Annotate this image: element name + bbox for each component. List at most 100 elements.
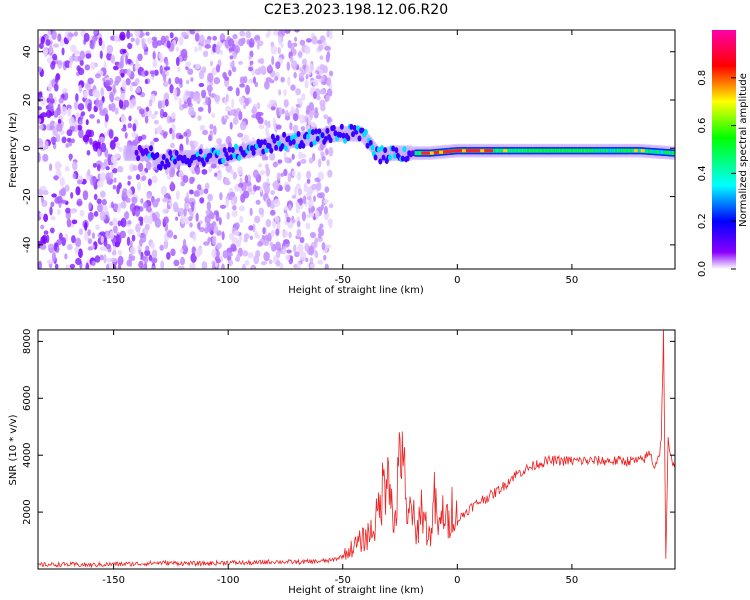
heatmap-cell — [251, 149, 256, 156]
heatmap-cell — [142, 201, 148, 209]
heatmap-cell — [51, 252, 56, 263]
heatmap-cell — [238, 96, 245, 104]
heatmap-cell — [113, 136, 119, 143]
heatmap-cell — [65, 264, 70, 269]
heatmap-cell — [258, 207, 265, 215]
heatmap-cell — [145, 106, 150, 112]
heatmap-cell — [64, 253, 68, 260]
heatmap-cell — [320, 228, 325, 237]
heatmap-cell — [84, 221, 88, 231]
heatmap-cell — [152, 39, 159, 49]
heatmap-cell — [252, 223, 256, 233]
heatmap-cell — [225, 115, 229, 120]
heatmap-cell — [105, 166, 110, 171]
heatmap-cell — [243, 233, 250, 240]
heatmap-cell — [84, 82, 90, 90]
heatmap-cell — [169, 32, 174, 39]
heatmap-cell — [60, 39, 64, 47]
x-tick-label: -50 — [335, 275, 351, 286]
heatmap-cell — [284, 116, 291, 121]
heatmap-cell — [219, 204, 227, 209]
heatmap-cell — [291, 219, 296, 224]
heatmap-cell — [175, 56, 180, 67]
heatmap-cell — [38, 106, 42, 111]
heatmap-cell — [325, 53, 330, 63]
heatmap-cell — [70, 192, 74, 199]
heatmap-cell — [194, 165, 198, 172]
heatmap-cell — [297, 243, 304, 254]
heatmap-cell — [277, 159, 283, 164]
heatmap-cell — [108, 129, 114, 139]
heatmap-cell — [234, 230, 240, 236]
heatmap-cell — [239, 215, 244, 224]
heatmap-cell — [120, 217, 127, 228]
heatmap-cell — [291, 153, 295, 160]
heatmap-cell — [127, 180, 131, 186]
heatmap-cell — [237, 155, 242, 162]
heatmap-cell — [76, 179, 83, 185]
heatmap-cell — [82, 190, 89, 201]
heatmap-cell — [190, 143, 195, 151]
heatmap-cell — [318, 44, 324, 52]
heatmap-cell — [231, 98, 235, 109]
colorbar-ticks: 0.0 0.2 0.4 0.6 0.8 — [697, 70, 736, 277]
heatmap-cell — [105, 79, 111, 87]
heatmap-cell — [155, 126, 163, 134]
heatmap-cell — [294, 186, 298, 197]
heatmap-cell — [268, 152, 276, 161]
heatmap-cell — [265, 219, 272, 228]
heatmap-cell — [135, 57, 139, 67]
heatmap-cell — [122, 48, 127, 54]
heatmap-cell — [268, 64, 272, 71]
heatmap-cell — [195, 63, 201, 70]
heatmap-cell — [66, 137, 72, 143]
heatmap-cell — [279, 185, 283, 192]
heatmap-cell — [288, 139, 293, 146]
heatmap-cell — [202, 50, 209, 58]
heatmap-cell — [134, 208, 140, 217]
heatmap-cell — [291, 170, 296, 177]
heatmap-cell — [160, 185, 167, 196]
heatmap-cell — [270, 190, 276, 195]
heatmap-cell — [40, 36, 45, 45]
heatmap-cell — [121, 80, 127, 90]
heatmap-cell — [323, 114, 329, 120]
heatmap-cell — [299, 114, 306, 124]
heatmap-cell — [331, 124, 336, 131]
heatmap-cell — [312, 78, 319, 87]
heatmap-cell — [254, 185, 261, 191]
heatmap-cell — [41, 234, 48, 245]
heatmap-cell — [363, 128, 368, 135]
heatmap-cell — [90, 61, 96, 70]
heatmap-cell — [79, 120, 83, 125]
heatmap-cell — [145, 245, 150, 252]
heatmap-cell — [323, 135, 328, 142]
heatmap-cell — [140, 198, 144, 204]
heatmap-cell — [207, 236, 211, 244]
heatmap-cell — [323, 199, 329, 204]
heatmap-cell — [178, 134, 184, 140]
heatmap-cell — [166, 229, 174, 238]
heatmap-cell — [227, 85, 233, 92]
heatmap-cell — [205, 96, 209, 105]
heatmap-cell — [100, 236, 105, 244]
heatmap-cell — [92, 175, 96, 186]
heatmap-cell — [306, 133, 311, 140]
heatmap-cell — [38, 66, 43, 73]
heatmap-cell — [123, 99, 130, 108]
heatmap-cell — [162, 131, 168, 139]
heatmap-cell — [50, 136, 57, 144]
heatmap-cell — [255, 199, 261, 205]
heatmap-cell — [197, 115, 202, 121]
heatmap-cell — [87, 212, 94, 221]
heatmap-cell — [151, 212, 156, 219]
heatmap-cell — [52, 127, 58, 137]
heatmap-cell — [89, 39, 94, 49]
heatmap-cell — [212, 235, 217, 245]
heatmap-cell — [673, 151, 675, 156]
heatmap-cell — [46, 97, 50, 104]
heatmap-cell — [262, 181, 269, 190]
heatmap-cell — [131, 234, 136, 242]
heatmap-cell — [67, 107, 72, 117]
